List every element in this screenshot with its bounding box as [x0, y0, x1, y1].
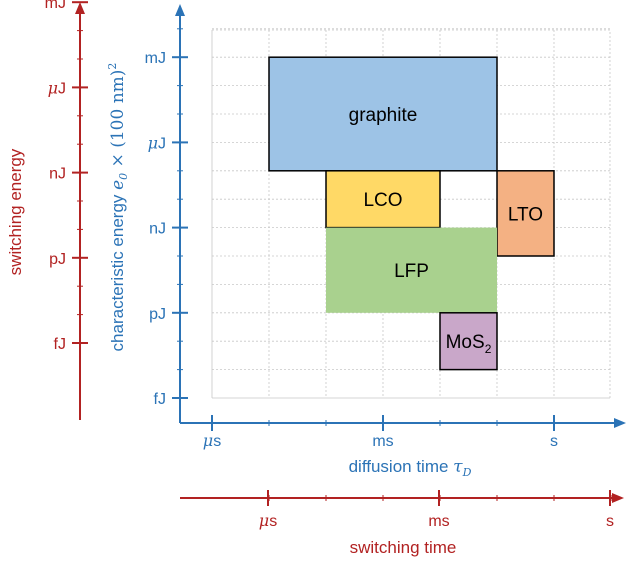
- box-label-main: MoS: [446, 332, 485, 353]
- tick-unit: s: [213, 433, 221, 450]
- tick-unit: ms: [428, 513, 449, 530]
- y-inner-title-rest: × (100 nm): [108, 70, 128, 173]
- y-outer-tick-label: mJ: [45, 0, 66, 12]
- x-inner-title-symbol: τ: [453, 457, 463, 477]
- x-outer-axis-arrow: [612, 493, 624, 503]
- box-graphite: [268, 56, 498, 172]
- tick-prefix: μ: [48, 78, 58, 97]
- tick-unit: s: [606, 513, 614, 530]
- y-outer-tick-label: nJ: [49, 166, 66, 183]
- y-outer-axis-title: switching energy: [6, 148, 25, 275]
- y-inner-title-sub: 0: [117, 173, 130, 180]
- tick-unit: pJ: [149, 306, 166, 323]
- box-label-mos2: MoS2: [446, 332, 492, 356]
- tick-unit: s: [550, 433, 558, 450]
- x-inner-title-sub: D: [462, 466, 472, 479]
- y-outer-tick-label: μJ: [48, 78, 66, 97]
- tick-unit: fJ: [154, 391, 166, 408]
- y-inner-tick-label: mJ: [145, 50, 166, 67]
- y-inner-tick-label: nJ: [149, 221, 166, 238]
- x-inner-axis-title: diffusion time τD: [349, 457, 472, 479]
- y-outer-axis-arrow: [75, 2, 85, 14]
- box-label-lco: LCO: [363, 190, 402, 211]
- box-label-main: graphite: [349, 105, 418, 126]
- tick-unit: mJ: [45, 0, 66, 12]
- tick-prefix: μ: [148, 133, 158, 152]
- y-outer-tick-label: pJ: [49, 251, 66, 268]
- box-label-main: LCO: [363, 190, 402, 211]
- y-inner-tick-label: pJ: [149, 306, 166, 323]
- y-inner-title-main: characteristic energy: [108, 190, 127, 352]
- tick-unit: J: [158, 135, 166, 152]
- y-inner-axis-arrow: [175, 4, 185, 16]
- x-inner-tick-label: μs: [203, 431, 221, 450]
- data-boxes: graphite LCO LTO LFP MoS2: [268, 56, 555, 371]
- x-outer-tick-label: ms: [428, 513, 449, 530]
- tick-unit: J: [58, 80, 66, 97]
- x-inner-tick-label: ms: [372, 433, 393, 450]
- box-lco: [325, 170, 441, 229]
- box-mos2: [439, 312, 498, 371]
- box-label-lfp: LFP: [394, 261, 429, 282]
- box-lto: [496, 170, 555, 257]
- y-inner-title-sup: 2: [106, 63, 119, 70]
- y-outer-tick-label: fJ: [54, 336, 66, 353]
- tick-prefix: μ: [259, 511, 269, 530]
- tick-unit: pJ: [49, 251, 66, 268]
- x-inner-axis-arrow: [614, 418, 626, 428]
- tick-unit: ms: [372, 433, 393, 450]
- tick-unit: fJ: [54, 336, 66, 353]
- x-outer-axis-title: switching time: [350, 538, 457, 557]
- y-inner-tick-label: μJ: [148, 133, 166, 152]
- tick-unit: nJ: [149, 221, 166, 238]
- y-inner-title-sym: e: [108, 180, 128, 190]
- tick-unit: nJ: [49, 166, 66, 183]
- y-inner-axis-title: characteristic energy e0 × (100 nm)2: [106, 63, 130, 352]
- box-label-lto: LTO: [508, 204, 543, 225]
- box-label-main: LFP: [394, 261, 429, 282]
- x-inner-tick-label: s: [550, 433, 558, 450]
- box-label-sub: 2: [485, 342, 492, 356]
- box-label-main: LTO: [508, 204, 543, 225]
- x-inner-title-main: diffusion time: [349, 457, 454, 476]
- y-inner-tick-label: fJ: [154, 391, 166, 408]
- box-label-graphite: graphite: [349, 105, 418, 126]
- x-outer-tick-label: s: [606, 513, 614, 530]
- x-outer-tick-label: μs: [259, 511, 277, 530]
- tick-unit: s: [269, 513, 277, 530]
- tick-prefix: μ: [203, 431, 213, 450]
- box-lfp: [326, 227, 497, 313]
- tick-unit: mJ: [145, 50, 166, 67]
